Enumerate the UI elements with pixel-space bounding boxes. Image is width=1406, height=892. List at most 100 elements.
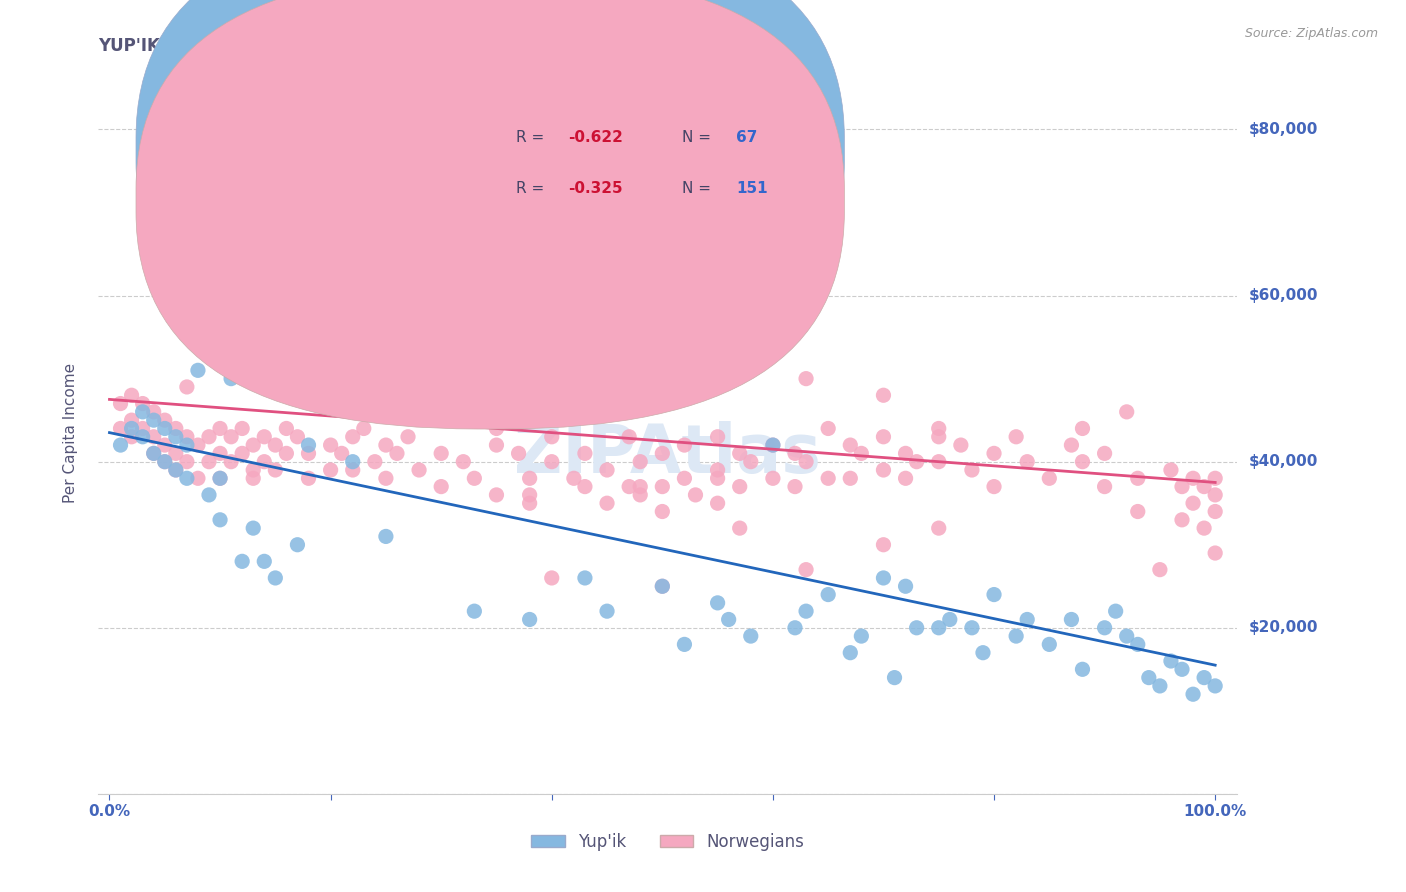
Point bbox=[673, 637, 696, 651]
Point bbox=[1126, 471, 1149, 485]
Point bbox=[342, 388, 364, 402]
Point bbox=[540, 430, 562, 444]
Point bbox=[374, 438, 396, 452]
Point bbox=[176, 430, 198, 444]
Text: 151: 151 bbox=[737, 181, 768, 196]
Point bbox=[1204, 504, 1226, 518]
Point bbox=[960, 621, 983, 635]
Point bbox=[1204, 679, 1226, 693]
Point bbox=[617, 480, 640, 494]
Point bbox=[894, 446, 917, 460]
Point bbox=[1149, 563, 1171, 577]
Point bbox=[628, 480, 651, 494]
Point bbox=[242, 521, 264, 535]
Point bbox=[219, 371, 242, 385]
Point bbox=[231, 446, 253, 460]
Point bbox=[905, 455, 928, 469]
Point bbox=[165, 446, 187, 460]
Point bbox=[198, 430, 221, 444]
Point bbox=[264, 463, 287, 477]
Point bbox=[1171, 662, 1194, 676]
Point bbox=[519, 612, 541, 626]
Point bbox=[485, 488, 508, 502]
Point bbox=[628, 488, 651, 502]
Point bbox=[176, 471, 198, 485]
Point bbox=[540, 322, 562, 336]
Point bbox=[574, 480, 596, 494]
Point bbox=[762, 438, 785, 452]
Point bbox=[1104, 604, 1126, 618]
Point bbox=[165, 430, 187, 444]
Point bbox=[165, 421, 187, 435]
Point bbox=[562, 471, 585, 485]
Point bbox=[872, 571, 894, 585]
Point bbox=[219, 430, 242, 444]
Text: $20,000: $20,000 bbox=[1249, 620, 1317, 635]
Text: R =: R = bbox=[516, 181, 550, 196]
Point bbox=[142, 446, 165, 460]
Point bbox=[928, 455, 950, 469]
Point bbox=[1038, 637, 1060, 651]
Point bbox=[960, 463, 983, 477]
Point bbox=[728, 521, 751, 535]
Point bbox=[596, 463, 619, 477]
Point bbox=[928, 521, 950, 535]
Point bbox=[728, 480, 751, 494]
Point bbox=[574, 571, 596, 585]
Point bbox=[983, 446, 1005, 460]
Point bbox=[463, 604, 485, 618]
Point bbox=[219, 455, 242, 469]
Text: $40,000: $40,000 bbox=[1249, 454, 1317, 469]
Point bbox=[297, 446, 319, 460]
Text: Source: ZipAtlas.com: Source: ZipAtlas.com bbox=[1244, 27, 1378, 40]
Point bbox=[1126, 637, 1149, 651]
Point bbox=[176, 438, 198, 452]
Point bbox=[762, 272, 785, 286]
Point bbox=[209, 471, 232, 485]
Point bbox=[242, 463, 264, 477]
Point bbox=[794, 455, 817, 469]
Point bbox=[872, 538, 894, 552]
Point bbox=[297, 471, 319, 485]
Point bbox=[540, 455, 562, 469]
Point bbox=[1171, 513, 1194, 527]
Point bbox=[1005, 430, 1028, 444]
Point bbox=[153, 455, 176, 469]
Point bbox=[817, 471, 839, 485]
Point bbox=[131, 430, 153, 444]
FancyBboxPatch shape bbox=[457, 103, 821, 230]
Point bbox=[1094, 480, 1116, 494]
Point bbox=[253, 455, 276, 469]
Point bbox=[794, 563, 817, 577]
Point bbox=[651, 446, 673, 460]
Point bbox=[121, 388, 143, 402]
Point bbox=[485, 438, 508, 452]
Point bbox=[231, 421, 253, 435]
Point bbox=[894, 471, 917, 485]
Point bbox=[396, 430, 419, 444]
Point bbox=[983, 588, 1005, 602]
Point bbox=[1060, 612, 1083, 626]
Point bbox=[187, 471, 209, 485]
Point bbox=[153, 413, 176, 427]
Point bbox=[1204, 488, 1226, 502]
Point bbox=[762, 471, 785, 485]
Point bbox=[1115, 405, 1137, 419]
Point bbox=[817, 421, 839, 435]
Point bbox=[519, 488, 541, 502]
Point bbox=[319, 463, 342, 477]
Point bbox=[794, 604, 817, 618]
Point bbox=[851, 446, 873, 460]
Point bbox=[972, 646, 994, 660]
Point bbox=[153, 438, 176, 452]
Point bbox=[131, 396, 153, 410]
Point bbox=[198, 455, 221, 469]
Point bbox=[131, 405, 153, 419]
Point bbox=[142, 446, 165, 460]
Point bbox=[430, 405, 453, 419]
Point bbox=[131, 421, 153, 435]
Point bbox=[209, 471, 232, 485]
Point bbox=[342, 430, 364, 444]
Point bbox=[762, 438, 785, 452]
Point bbox=[276, 421, 298, 435]
